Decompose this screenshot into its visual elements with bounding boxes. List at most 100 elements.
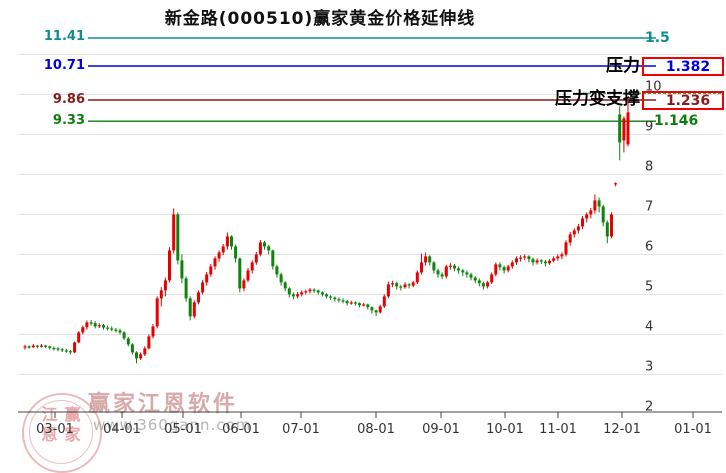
candle-body	[201, 282, 205, 293]
candlestick-plot[interactable]: 03-01 04-01 05-01 06-01 07-01 08-01 09-01 10-01…	[0, 0, 726, 450]
candle-body	[192, 302, 196, 317]
candle-body	[234, 246, 238, 259]
candle-body	[581, 218, 584, 227]
candle-body	[213, 258, 217, 267]
gold-ratio-box-1-382: 1.382	[642, 57, 724, 76]
candle-body	[64, 350, 68, 352]
candle-body	[618, 114, 622, 143]
candle-body	[147, 336, 151, 349]
candle-body	[31, 345, 35, 348]
gold-ratio-1-236: 1.236	[665, 92, 711, 109]
candle-body	[498, 264, 502, 268]
chart-title: 新金路(000510)赢家黄金价格延伸线	[164, 9, 476, 29]
candle-body	[85, 322, 89, 328]
candle-body	[415, 272, 419, 283]
candle-body	[593, 200, 597, 211]
y-axis-label: 3	[645, 359, 653, 374]
candle-body	[271, 250, 275, 267]
x-axis-label: 01-01	[674, 422, 712, 437]
candle-body	[56, 348, 60, 350]
candle-body	[597, 200, 601, 207]
candle-body	[250, 262, 254, 271]
y-axis-label: 5	[645, 279, 653, 294]
seal-char: 赢	[64, 405, 81, 424]
candle-body	[506, 266, 510, 271]
candle-body	[275, 266, 279, 275]
candle-body	[176, 214, 180, 261]
candle-body	[490, 274, 494, 283]
seal-char: 江	[41, 405, 58, 424]
watermark-url-text: www.360gann.com	[93, 416, 252, 434]
candle-body	[601, 206, 605, 223]
candle-body	[469, 274, 473, 278]
y-axis-label: 8	[645, 159, 653, 174]
candle-body	[362, 304, 366, 306]
watermark-seal-characters: 江 赢 恩 家	[38, 405, 84, 445]
candle-body	[626, 112, 630, 145]
candle-body	[622, 118, 626, 141]
gold-level-price-11-41: 11.41	[43, 29, 85, 44]
candle-body	[81, 327, 85, 333]
candle-body	[68, 351, 72, 353]
candle-body	[465, 272, 469, 275]
candle-body	[337, 299, 341, 301]
candle-body	[122, 332, 126, 339]
candle-body	[605, 222, 609, 237]
candle-body	[172, 214, 176, 251]
candle-body	[349, 302, 353, 304]
candle-body	[527, 256, 531, 260]
candle-body	[386, 284, 390, 297]
candle-body	[420, 262, 423, 273]
candle-body	[205, 274, 209, 283]
gold-level-price-9-86: 9.86	[52, 92, 85, 107]
candle-body	[440, 274, 444, 277]
candle-body	[110, 328, 114, 330]
gold-ratio-box-1-236: 1.236	[642, 91, 724, 110]
candle-body	[424, 256, 428, 263]
candle-body	[403, 284, 407, 288]
x-axis-label: 12-01	[603, 422, 641, 437]
seal-char: 家	[64, 425, 81, 444]
candle-body	[448, 265, 452, 267]
candle-body	[23, 346, 27, 348]
x-axis-label: 10-01	[486, 422, 524, 437]
candle-body	[568, 234, 572, 243]
candle-body	[287, 288, 291, 295]
candle-body	[77, 332, 81, 343]
candle-body	[370, 307, 374, 311]
candle-body	[444, 266, 448, 277]
candle-body	[97, 325, 101, 327]
pressure-to-support-annotation: 压力变支撑	[555, 89, 640, 109]
candle-body	[329, 296, 333, 298]
candle-body	[163, 280, 167, 291]
candle-body	[494, 264, 498, 275]
y-axis-label: 2	[645, 399, 653, 414]
x-axis-label: 03-01	[36, 422, 74, 437]
candle-body	[358, 303, 361, 306]
x-axis-label: 05-01	[164, 422, 202, 437]
gold-ratio-1-146: 1.146	[654, 113, 699, 129]
candle-body	[382, 296, 386, 307]
candle-body	[118, 330, 122, 333]
y-axis-label: 9	[645, 119, 653, 134]
candle-body	[106, 327, 110, 329]
candle-body	[548, 260, 551, 264]
candle-body	[341, 300, 345, 302]
candle-body	[267, 246, 271, 251]
candle-body	[378, 306, 382, 313]
candle-body	[515, 258, 518, 263]
x-axis-label: 07-01	[282, 422, 320, 437]
candle-body	[325, 294, 328, 297]
candle-body	[221, 246, 225, 253]
candle-body	[428, 256, 432, 263]
candle-body	[217, 252, 221, 259]
candle-body	[543, 261, 547, 264]
candle-body	[461, 270, 465, 273]
candle-body	[366, 304, 370, 308]
candle-body	[510, 262, 514, 267]
candle-body	[114, 329, 118, 331]
candle-body	[453, 265, 456, 269]
candle-body	[238, 258, 242, 289]
candle-body	[333, 297, 337, 300]
candle-body	[316, 290, 320, 293]
